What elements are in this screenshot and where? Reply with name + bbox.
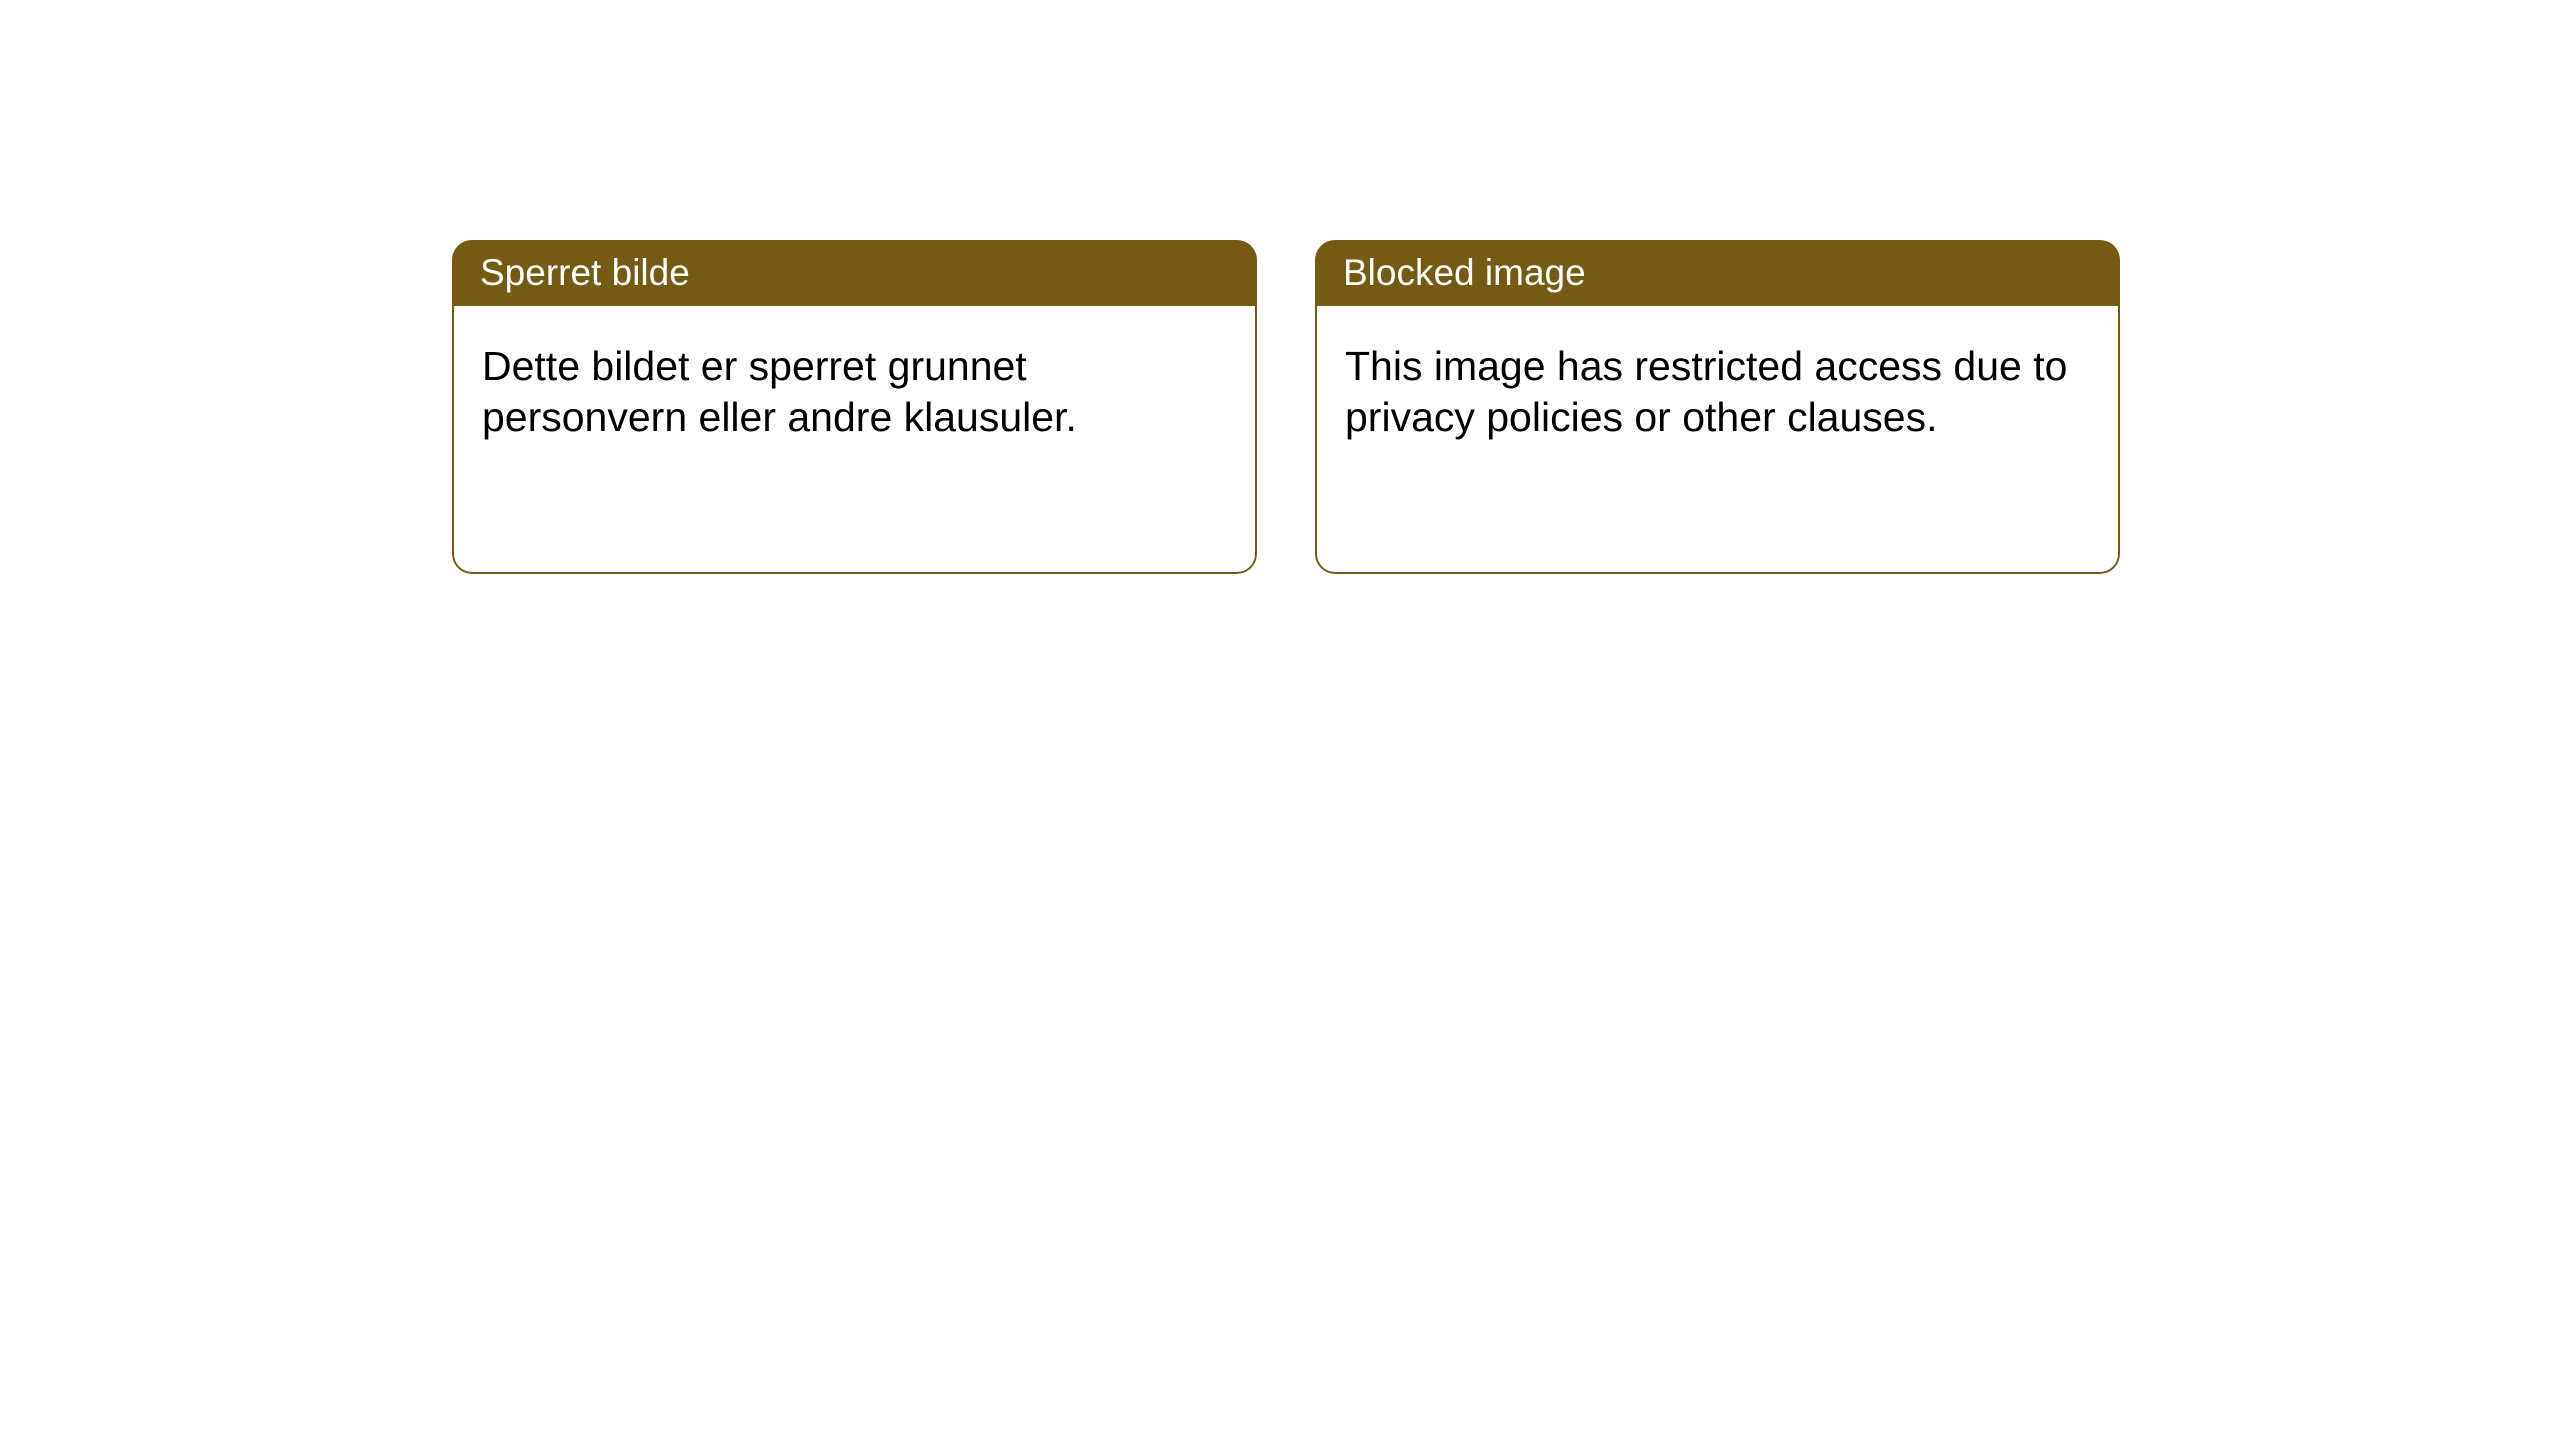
- card-header-en: Blocked image: [1315, 240, 2120, 306]
- card-body-en: This image has restricted access due to …: [1315, 306, 2120, 574]
- card-body-no: Dette bildet er sperret grunnet personve…: [452, 306, 1257, 574]
- blocked-image-card-en: Blocked image This image has restricted …: [1315, 240, 2120, 574]
- blocked-image-card-no: Sperret bilde Dette bildet er sperret gr…: [452, 240, 1257, 574]
- notice-cards-container: Sperret bilde Dette bildet er sperret gr…: [0, 0, 2560, 574]
- card-header-no: Sperret bilde: [452, 240, 1257, 306]
